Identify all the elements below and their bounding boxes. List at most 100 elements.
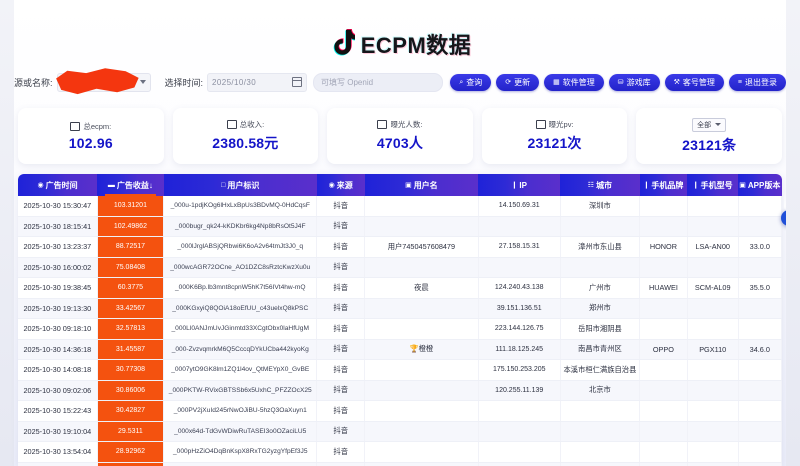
cell-r2-c3: 抖音	[316, 236, 366, 258]
column-header-label: 广告收益↓	[116, 180, 153, 190]
stat-card-users: 曝光人数: 4703人	[327, 108, 473, 164]
data-table-container[interactable]: ◉ 广告时间 ▬ 广告收益↓ □ 用户标识 ◉ 来源 ▣ 用户名 ❙ IP ☷ 城市 ❙ 手机品牌 ❙ 手机型号 ▣…	[18, 174, 782, 466]
cell-r5-c3: 抖音	[316, 298, 366, 319]
cell-r13-c4	[364, 462, 479, 466]
cell-r6-c3: 抖音	[316, 318, 366, 340]
cell-r4-c2: _000K6Bp.lb3mnt8cpnW5hK7t56IVt4hw-mQ	[163, 277, 318, 299]
chat-bubble-icon[interactable]	[781, 210, 797, 226]
calendar-icon[interactable]	[292, 77, 303, 87]
scope-select[interactable]: 全部	[692, 117, 727, 132]
table-row[interactable]: 2025-10-30 09:02:06 30.86006 _000PKTW-RVix…	[18, 380, 782, 401]
stat-card-pv: 曝光pv: 23121次	[481, 108, 628, 164]
cell-r2-c8: LSA-AN00	[687, 236, 739, 258]
column-header-4[interactable]: ▣ 用户名	[364, 174, 479, 196]
chevron-down-icon	[715, 123, 722, 126]
cell-r5-c1: 33.42567	[97, 298, 165, 319]
cell-r8-c7	[639, 359, 688, 381]
account-manage-button[interactable]: ⚒ 客号管理	[664, 73, 724, 91]
table-row[interactable]: 2025-10-30 14:36:18 31.45587 _000-Zvzvqmrk…	[18, 339, 782, 360]
query-button[interactable]: ⌕ 查询	[450, 73, 492, 91]
column-header-3[interactable]: ◉ 来源	[316, 174, 365, 196]
table-row[interactable]: 2025-10-30 15:30:47 103.31201 _000u-1pdjKO…	[18, 196, 782, 217]
stat-value-pv: 23121次	[527, 135, 582, 151]
cell-r1-c6	[560, 216, 641, 237]
cell-r12-c0: 2025-10-30 13:54:04	[18, 441, 98, 463]
column-header-8[interactable]: ❙ 手机型号	[687, 174, 739, 196]
table-body: 2025-10-30 15:30:47 103.31201 _000u-1pdjKO…	[18, 196, 782, 466]
cell-r6-c4	[364, 318, 479, 340]
cell-r0-c4	[364, 196, 479, 217]
cell-r5-c2: _000KGxyiQ8QOiA18oEfUU_c43uelxQ8kPSC	[163, 298, 318, 319]
account-manage-label: 客号管理	[682, 77, 715, 87]
table-row[interactable]: 2025-10-30 19:38:45 60.3775 _000K6Bp.lb3mn…	[18, 277, 782, 299]
column-header-9[interactable]: ▣ APP版本	[738, 174, 782, 196]
coin-icon: ▬	[107, 181, 115, 189]
column-header-6[interactable]: ☷ 城市	[560, 174, 640, 196]
query-button-label: 查询	[466, 77, 483, 87]
tiktok-note-icon	[329, 29, 357, 59]
cell-r5-c6: 郑州市	[560, 298, 641, 319]
table-row[interactable]: 2025-10-30 19:10:04 29.5311 _000x64d-TdGvW…	[18, 421, 782, 442]
id-icon: □	[221, 181, 226, 189]
refresh-button[interactable]: ⟳ 更新	[496, 73, 540, 91]
cell-r11-c4	[364, 421, 479, 442]
column-header-5[interactable]: ❙ IP	[478, 174, 561, 196]
cell-r9-c3: 抖音	[316, 380, 366, 401]
stat-value-total: 23121条	[682, 136, 737, 153]
cell-r5-c7	[639, 298, 688, 319]
cell-r6-c7	[639, 318, 688, 340]
money-icon	[226, 120, 237, 129]
openid-input[interactable]: 可填写 Openid	[313, 72, 444, 92]
table-row[interactable]: 2025-10-30 13:54:04 28.92962 _000pHzZiO4Dq…	[18, 441, 782, 463]
cell-r9-c5: 120.255.11.139	[478, 380, 561, 401]
table-row[interactable]: 2025-10-30 09:18:10 32.57813 _000Ll0ANJmUv…	[18, 318, 782, 340]
cell-r11-c6	[560, 421, 641, 442]
table-row[interactable]: 2025-10-30 16:00:02 75.08408 _000wcAGR72OC…	[18, 257, 782, 278]
cell-r1-c7	[639, 216, 688, 237]
stat-label-ecpm: 总ecpm:	[83, 122, 112, 131]
column-header-2[interactable]: □ 用户标识	[163, 174, 317, 196]
cell-r1-c2: _000bugr_qk24-kKDKbr6kg4Np8bRsOt5J4F	[163, 216, 318, 237]
cell-r11-c9	[738, 421, 782, 442]
cell-r7-c2: _000-ZvzvqmrkM6Q5CccqDYkUCba442kyoKg	[163, 339, 318, 360]
stat-value-users: 4703人	[376, 135, 424, 151]
software-manage-button[interactable]: ▦ 软件管理	[544, 73, 604, 91]
column-header-label: 手机品牌	[651, 180, 684, 190]
cell-r3-c6	[560, 257, 641, 278]
cell-r12-c7	[639, 441, 688, 463]
source-select[interactable]	[56, 68, 151, 95]
logout-button[interactable]: ≡ 退出登录	[728, 73, 786, 91]
cell-r4-c7: HUAWEI	[639, 277, 688, 299]
data-table: ◉ 广告时间 ▬ 广告收益↓ □ 用户标识 ◉ 来源 ▣ 用户名 ❙ IP ☷ 城市 ❙ 手机品牌 ❙ 手机型号 ▣…	[18, 174, 782, 466]
cell-r9-c4	[364, 380, 479, 401]
cell-r9-c9	[738, 380, 782, 401]
cell-r3-c4	[364, 257, 479, 278]
cell-r10-c2: _000PV2jXuId245rNwOJiBU-5hzQ3OaXuyn1	[163, 400, 318, 422]
cell-r0-c9	[738, 196, 782, 217]
table-row[interactable]: 2025-10-30 19:13:30 33.42567 _000KGxyiQ8QO…	[18, 298, 782, 319]
toolbar-buttons: ⌕ 查询 ⟳ 更新 ▦ 软件管理 ⛁ 游戏库 ⚒ 客号管理 ≡ 退出登录	[450, 73, 786, 91]
cell-r7-c3: 抖音	[316, 339, 366, 360]
game-library-label: 游戏库	[626, 77, 651, 87]
table-row[interactable]: 2025-10-30 15:20:4028.8438_000nr0APR0PHM…	[18, 462, 782, 466]
date-label: 选择时间:	[164, 77, 204, 88]
cell-r2-c7: HONOR	[639, 236, 688, 258]
cell-r8-c8	[687, 359, 739, 381]
column-header-1[interactable]: ▬ 广告收益↓	[97, 174, 164, 196]
stat-card-ecpm: 总ecpm: 102.96	[18, 108, 164, 164]
cell-r1-c5	[478, 216, 561, 237]
tools-icon: ⚒	[673, 78, 680, 86]
column-header-7[interactable]: ❙ 手机品牌	[639, 174, 688, 196]
game-library-button[interactable]: ⛁ 游戏库	[608, 73, 660, 91]
cell-r7-c0: 2025-10-30 14:36:18	[18, 339, 98, 360]
table-row[interactable]: 2025-10-30 18:15:41 102.49862 _000bugr_qk2…	[18, 216, 782, 237]
column-header-0[interactable]: ◉ 广告时间	[18, 174, 98, 196]
column-header-label: 手机型号	[700, 180, 733, 190]
cell-r2-c9: 33.0.0	[738, 236, 782, 258]
table-row[interactable]: 2025-10-30 15:22:43 30.42827 _000PV2jXuId2…	[18, 400, 782, 422]
table-row[interactable]: 2025-10-30 13:23:37 88.72517 _000lJrglABSj…	[18, 236, 782, 258]
date-input[interactable]: 2025/10/30	[207, 72, 308, 92]
cell-r6-c9	[738, 318, 782, 340]
table-row[interactable]: 2025-10-30 14:08:18 30.77308 _0007ytO9GK8l…	[18, 359, 782, 381]
cell-r4-c4: 夜晨	[364, 277, 479, 299]
